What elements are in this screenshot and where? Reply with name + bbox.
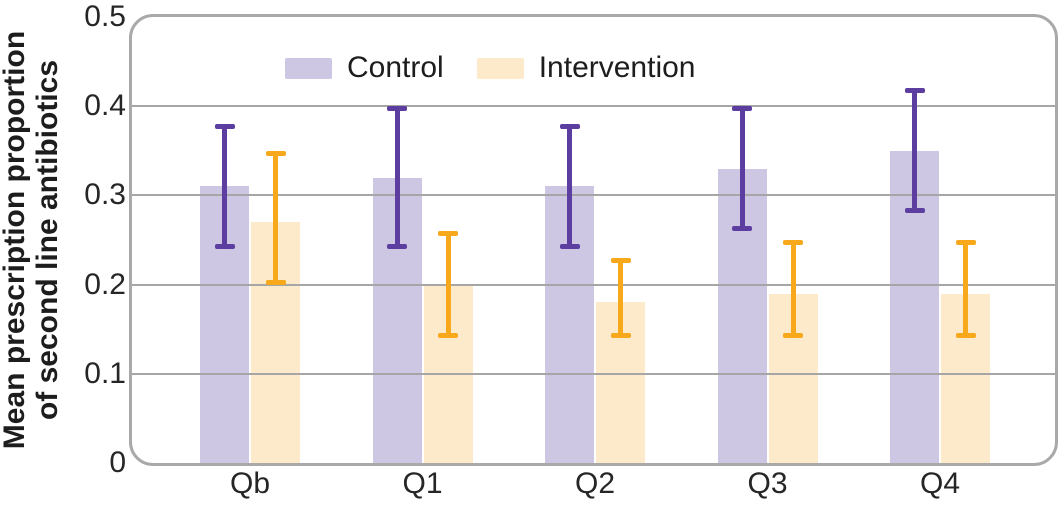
legend-item-intervention: Intervention (476, 51, 696, 84)
error-bar-part (963, 240, 968, 339)
error-bar-part (445, 231, 451, 339)
error-bar-part (394, 106, 400, 249)
legend-swatch-control (285, 57, 332, 79)
error-bar-part (214, 243, 235, 249)
plot-area: Control Intervention (129, 14, 1058, 466)
error-bar-intervention-q1 (438, 231, 458, 339)
error-bar-part (739, 106, 745, 232)
error-bar-part (912, 88, 917, 214)
legend-label-control: Control (347, 51, 444, 84)
error-bar-part (222, 124, 227, 249)
y-tick-label: 0.3 (84, 178, 126, 212)
y-axis-title-line1: Mean prescription proportion (0, 30, 31, 450)
legend-label-intervention: Intervention (538, 51, 696, 84)
legend: Control Intervention (285, 53, 696, 83)
error-bar-part (273, 150, 278, 285)
error-bar-part (790, 240, 796, 339)
error-bar-intervention-q2 (610, 257, 631, 339)
y-tick-label: 0.1 (84, 356, 126, 390)
y-tick-label: 0.4 (84, 89, 126, 123)
error-bar-intervention-q4 (955, 240, 976, 339)
error-bar-part (438, 231, 458, 237)
x-tick-label: Q3 (747, 467, 788, 500)
error-bar-intervention-q3 (783, 240, 803, 339)
error-bar-part (783, 333, 803, 339)
gridline (132, 372, 1055, 375)
error-bar-part (387, 106, 407, 112)
error-bar-part (387, 243, 407, 249)
error-bar-control-qb (214, 124, 235, 249)
y-axis-title-line2: of second line antibiotics (31, 59, 64, 421)
x-tick-label: Q4 (919, 467, 961, 500)
error-bar-part (904, 88, 925, 94)
y-tick-label: 0.2 (84, 267, 126, 301)
error-bar-part (559, 243, 580, 249)
error-bar-part (567, 124, 572, 249)
error-bar-part (559, 124, 580, 130)
x-tick-label: Q2 (574, 467, 616, 500)
error-bar-part (783, 240, 803, 245)
error-bar-part (214, 124, 235, 130)
gridline (132, 105, 1055, 108)
legend-item-control: Control (285, 53, 444, 83)
x-tick-label: Q1 (402, 467, 443, 500)
legend-swatch-intervention (476, 57, 524, 79)
gridline (132, 194, 1055, 197)
error-bar-part (732, 106, 752, 112)
error-bar-control-q4 (904, 88, 925, 214)
error-bar-part (265, 279, 286, 285)
error-bar-part (732, 226, 752, 232)
error-bar-part (438, 333, 458, 339)
error-bar-control-q3 (732, 106, 752, 232)
error-bar-part (610, 257, 631, 263)
error-bar-control-q2 (559, 124, 580, 249)
error-bar-control-q1 (387, 106, 407, 249)
y-tick-label: 0.5 (84, 0, 126, 33)
error-bar-part (265, 150, 286, 156)
gridline (132, 283, 1055, 286)
error-bar-intervention-qb (265, 150, 286, 285)
error-bar-part (904, 208, 925, 214)
error-bar-part (955, 333, 976, 339)
y-tick-label: 0 (109, 446, 126, 479)
error-bar-part (955, 240, 976, 245)
error-bar-part (610, 333, 631, 339)
y-axis-title: Mean prescription proportion of second l… (0, 10, 64, 470)
x-tick-label: Qb (229, 467, 271, 500)
error-bar-part (618, 257, 623, 339)
